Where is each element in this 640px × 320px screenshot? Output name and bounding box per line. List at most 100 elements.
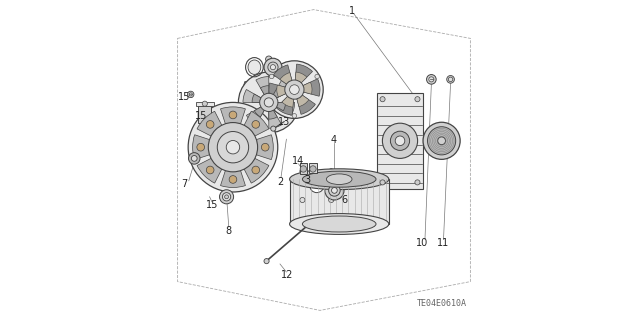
Circle shape — [269, 74, 274, 79]
Circle shape — [229, 176, 237, 183]
Text: 13: 13 — [278, 116, 291, 127]
Circle shape — [329, 169, 334, 174]
Circle shape — [329, 185, 340, 196]
Circle shape — [380, 180, 385, 185]
Wedge shape — [221, 107, 245, 147]
Wedge shape — [193, 135, 233, 160]
Circle shape — [315, 74, 319, 79]
Wedge shape — [269, 80, 291, 102]
Circle shape — [206, 121, 214, 128]
Circle shape — [220, 190, 234, 204]
Text: 15: 15 — [178, 92, 190, 102]
Polygon shape — [377, 93, 423, 189]
Circle shape — [188, 91, 194, 98]
Text: 4: 4 — [331, 135, 337, 145]
Circle shape — [324, 181, 344, 200]
Circle shape — [223, 193, 231, 201]
Wedge shape — [269, 88, 284, 102]
Polygon shape — [239, 82, 300, 104]
Circle shape — [268, 62, 278, 72]
Circle shape — [261, 143, 269, 151]
Circle shape — [252, 121, 260, 128]
Circle shape — [447, 76, 454, 83]
Circle shape — [415, 97, 420, 102]
Circle shape — [188, 102, 278, 192]
Circle shape — [428, 127, 456, 155]
Wedge shape — [243, 90, 269, 102]
Circle shape — [292, 114, 297, 118]
Wedge shape — [256, 76, 269, 102]
Text: 6: 6 — [341, 195, 347, 205]
Text: 2: 2 — [277, 177, 283, 187]
Wedge shape — [273, 65, 294, 90]
Circle shape — [300, 197, 305, 203]
Circle shape — [438, 137, 445, 145]
Wedge shape — [294, 64, 312, 90]
Circle shape — [390, 131, 410, 150]
Ellipse shape — [248, 60, 261, 75]
Wedge shape — [260, 86, 269, 102]
Circle shape — [239, 72, 300, 133]
Text: 11: 11 — [437, 237, 450, 248]
Circle shape — [266, 61, 323, 118]
Wedge shape — [197, 147, 233, 183]
Circle shape — [197, 143, 205, 151]
Text: 14: 14 — [291, 156, 304, 166]
Circle shape — [380, 97, 385, 102]
Circle shape — [383, 123, 418, 158]
Wedge shape — [294, 82, 312, 94]
Ellipse shape — [290, 169, 389, 189]
Wedge shape — [282, 90, 294, 107]
Circle shape — [300, 169, 305, 174]
Wedge shape — [276, 90, 294, 115]
Circle shape — [260, 93, 278, 112]
Circle shape — [429, 77, 434, 82]
Ellipse shape — [326, 174, 352, 184]
Circle shape — [423, 122, 460, 159]
Wedge shape — [197, 111, 233, 147]
Circle shape — [285, 80, 304, 99]
Wedge shape — [269, 102, 282, 128]
Wedge shape — [277, 85, 294, 97]
Polygon shape — [290, 179, 389, 224]
Wedge shape — [269, 83, 294, 100]
Text: 7: 7 — [182, 179, 188, 189]
Wedge shape — [294, 90, 316, 114]
Wedge shape — [246, 102, 269, 125]
Circle shape — [252, 166, 260, 174]
Wedge shape — [233, 147, 269, 183]
Text: 1: 1 — [349, 6, 355, 16]
Wedge shape — [233, 135, 273, 160]
Circle shape — [264, 58, 282, 76]
Circle shape — [208, 123, 258, 172]
Circle shape — [189, 153, 200, 164]
Wedge shape — [280, 73, 294, 90]
Text: 15: 15 — [205, 200, 218, 210]
Ellipse shape — [303, 171, 376, 187]
Wedge shape — [269, 102, 294, 115]
Ellipse shape — [303, 216, 376, 232]
Circle shape — [329, 197, 334, 203]
Text: 8: 8 — [226, 226, 232, 236]
Circle shape — [270, 65, 275, 70]
Circle shape — [448, 77, 453, 82]
Text: 10: 10 — [416, 237, 429, 248]
Circle shape — [202, 101, 207, 106]
Circle shape — [206, 166, 214, 174]
Wedge shape — [269, 102, 277, 119]
Text: 15: 15 — [195, 111, 208, 121]
Wedge shape — [233, 111, 269, 147]
Circle shape — [191, 156, 197, 161]
Wedge shape — [252, 94, 269, 102]
Circle shape — [264, 98, 273, 107]
Circle shape — [289, 85, 300, 94]
Wedge shape — [269, 102, 285, 111]
Wedge shape — [294, 79, 320, 96]
Polygon shape — [302, 171, 332, 200]
Circle shape — [310, 166, 316, 172]
Circle shape — [396, 136, 405, 146]
Polygon shape — [196, 102, 214, 106]
Wedge shape — [221, 147, 245, 188]
Circle shape — [300, 166, 307, 172]
Wedge shape — [294, 90, 309, 107]
